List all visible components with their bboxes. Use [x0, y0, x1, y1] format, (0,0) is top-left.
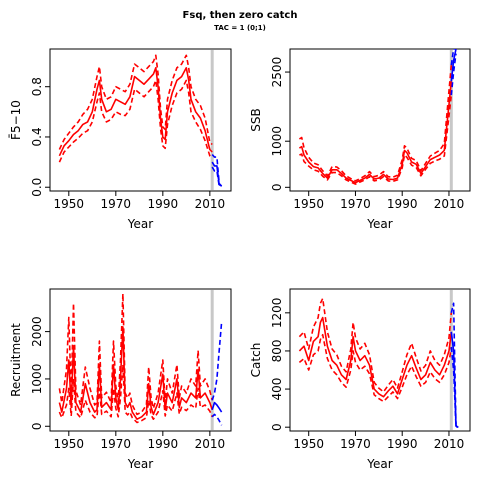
- x-tick-label: 1970: [101, 437, 132, 451]
- x-tick-label: 1950: [54, 437, 85, 451]
- x-axis-label: Year: [366, 217, 392, 231]
- y-tick-label: 2500: [270, 57, 284, 88]
- series-group: [58, 292, 223, 426]
- x-tick-label: 1970: [340, 197, 371, 211]
- x-tick-label: 2010: [195, 437, 226, 451]
- x-tick-label: 2010: [195, 197, 226, 211]
- x-tick-label: 1990: [387, 197, 418, 211]
- series-line-proj-median: [211, 401, 223, 413]
- series-line-median: [298, 316, 453, 398]
- series-line-lower: [298, 333, 453, 403]
- figure-title: Fsq, then zero catch: [182, 10, 298, 21]
- series-line-median: [298, 81, 453, 184]
- x-tick-label: 1970: [101, 197, 132, 211]
- series-line-proj-upper: [211, 322, 223, 401]
- figure-subtitle: TAC = 1 (0;1): [214, 24, 266, 32]
- y-axis-label: Recruitment: [9, 323, 23, 397]
- y-tick-label: 400: [270, 378, 284, 401]
- y-tick-label: 0.0: [30, 178, 44, 197]
- y-axis-label: F̄5−10: [9, 100, 23, 140]
- chart-panel-1: 1950 1970 1990 2010 0.0 0.4 0.8 Year F̄5−10: [9, 48, 232, 231]
- x-tick-label: 1990: [148, 437, 179, 451]
- y-tick-label: 800: [270, 339, 284, 362]
- x-axis-label: Year: [366, 457, 392, 471]
- y-tick-label: 1000: [270, 126, 284, 157]
- series-line-proj-median: [450, 49, 457, 82]
- x-tick-label: 1950: [293, 197, 324, 211]
- series-group: [298, 297, 459, 428]
- x-tick-label: 1990: [148, 197, 179, 211]
- series-line-upper: [298, 65, 453, 182]
- y-axis-label: Catch: [249, 343, 263, 378]
- x-tick-label: 1950: [293, 437, 324, 451]
- series-line-lower: [58, 79, 213, 163]
- y-tick-label: 0: [270, 423, 284, 431]
- series-line-upper: [58, 292, 213, 416]
- y-tick-label: 1000: [30, 364, 44, 395]
- plot-frame: [289, 288, 471, 432]
- series-line-proj-lower: [211, 413, 223, 426]
- y-tick-label: 0: [30, 422, 44, 430]
- chart-panel-2: 1950 1970 1990 2010 0 1000 2500 Year SSB: [249, 48, 471, 231]
- plot-frame: [49, 48, 232, 192]
- x-tick-label: 1990: [387, 437, 418, 451]
- x-axis-label: Year: [127, 217, 153, 231]
- series-group: [58, 54, 223, 187]
- y-tick-label: 0.8: [30, 77, 44, 96]
- x-tick-label: 2010: [434, 197, 465, 211]
- x-tick-label: 2010: [434, 437, 465, 451]
- series-line-proj-upper: [450, 302, 459, 428]
- chart-panel-4: 1950 1970 1990 2010 0 400 800 1200 Year Catch: [249, 288, 471, 471]
- series-line-lower: [58, 363, 213, 424]
- y-tick-label: 2000: [30, 316, 44, 347]
- y-axis-label: SSB: [249, 108, 263, 131]
- series-line-proj-lower: [450, 347, 459, 428]
- series-line-upper: [298, 297, 453, 393]
- series-line-upper: [58, 54, 213, 150]
- x-axis-label: Year: [127, 457, 153, 471]
- y-tick-label: 0.4: [30, 127, 44, 146]
- chart-panel-3: 1950 1970 1990 2010 0 1000 2000 Year Recruitment: [9, 288, 232, 471]
- plot-frame: [289, 48, 471, 192]
- x-tick-label: 1950: [54, 197, 85, 211]
- series-line-median: [58, 326, 213, 421]
- y-tick-label: 0: [270, 183, 284, 191]
- series-group: [298, 49, 457, 185]
- series-line-proj-lower: [211, 166, 222, 187]
- y-tick-label: 1200: [270, 298, 284, 329]
- series-line-proj-upper: [211, 154, 223, 187]
- series-line-proj-lower: [450, 53, 457, 96]
- plot-frame: [49, 288, 232, 432]
- series-line-lower: [299, 95, 453, 185]
- x-tick-label: 1970: [340, 437, 371, 451]
- series-line-median: [58, 67, 213, 157]
